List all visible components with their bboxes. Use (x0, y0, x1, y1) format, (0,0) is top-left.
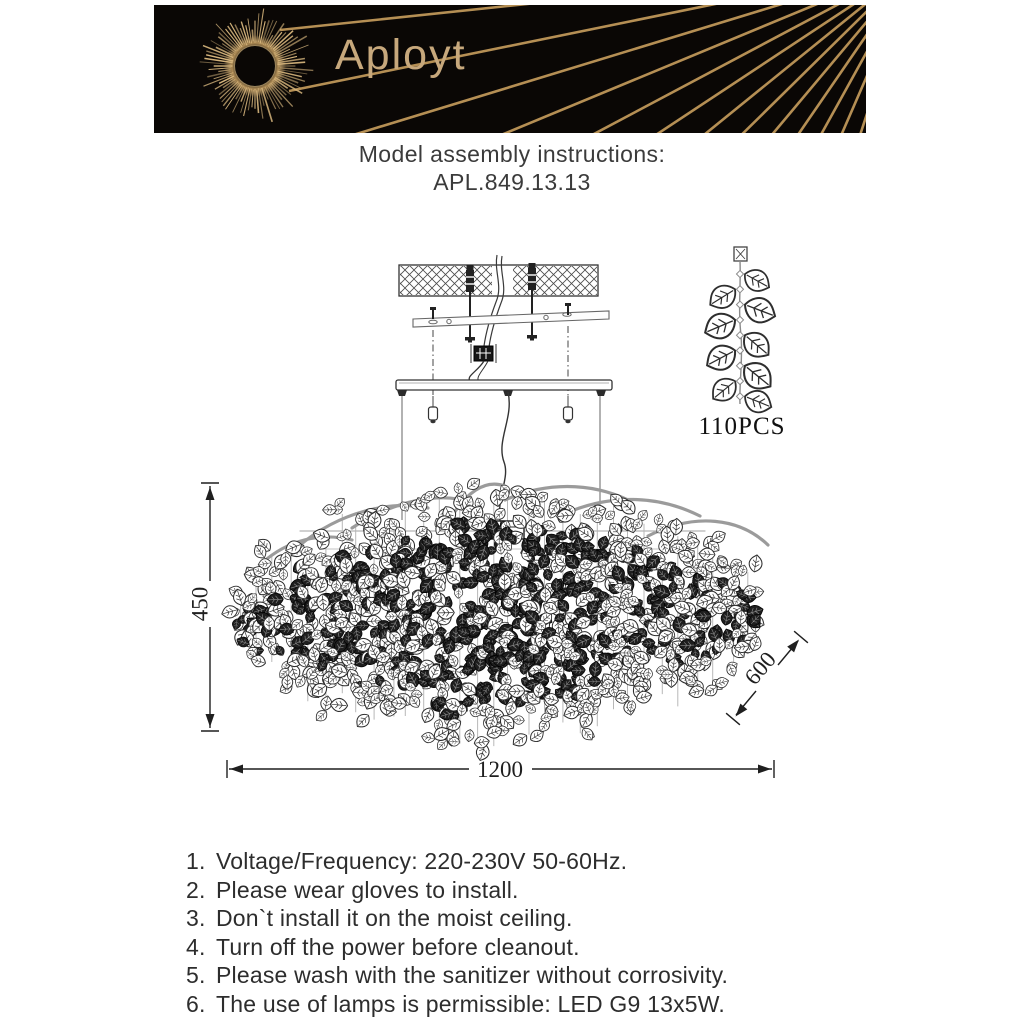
title-block: Model assembly instructions: APL.849.13.… (0, 140, 1024, 196)
dimension-height (201, 482, 219, 732)
parts-count-label: 110PCS (698, 413, 785, 440)
brand-text: Aployt (335, 31, 467, 79)
dimension-width-label: 1200 (477, 757, 523, 782)
cable-gripper (562, 406, 574, 421)
corner-rays-decoration (279, 5, 866, 133)
instruction-item: 6. The use of lamps is permissible: LED … (186, 990, 726, 1017)
instruction-item: 1. Voltage/Frequency: 220-230V 50-60Hz. (186, 848, 628, 874)
anchor-screw (527, 263, 537, 341)
instruction-item: 2. Please wear gloves to install. (186, 876, 519, 903)
dimension-depth (725, 630, 809, 726)
page-title: Model assembly instructions: (358, 141, 666, 167)
model-number: APL.849.13.13 (433, 169, 591, 195)
instruction-item: 4. Turn off the power before cleanout. (186, 933, 580, 960)
canopy-bar (395, 379, 613, 525)
cable-gripper (427, 406, 439, 421)
supply-wires (483, 254, 505, 348)
dimension-height-label: 450 (188, 587, 213, 622)
anchor-screw (465, 265, 475, 343)
banner-art (199, 5, 866, 133)
brand-banner: Aployt (154, 5, 866, 133)
dimension-width (226, 760, 775, 778)
sunburst-logo-icon (199, 8, 314, 123)
leaf-crystal-body (219, 474, 767, 763)
mounting-bar (412, 303, 610, 328)
leaf-strand (699, 246, 781, 418)
instruction-item: 3. Don`t install it on the moist ceiling… (186, 905, 573, 932)
instruction-item: 5. Please wash with the sanitizer withou… (186, 962, 729, 989)
instruction-list: 1. Voltage/Frequency: 220-230V 50-60Hz. … (186, 847, 906, 1019)
assembly-diagram: 110PCS 450 1200 (188, 246, 809, 782)
dimension-depth-label: 600 (740, 647, 781, 689)
